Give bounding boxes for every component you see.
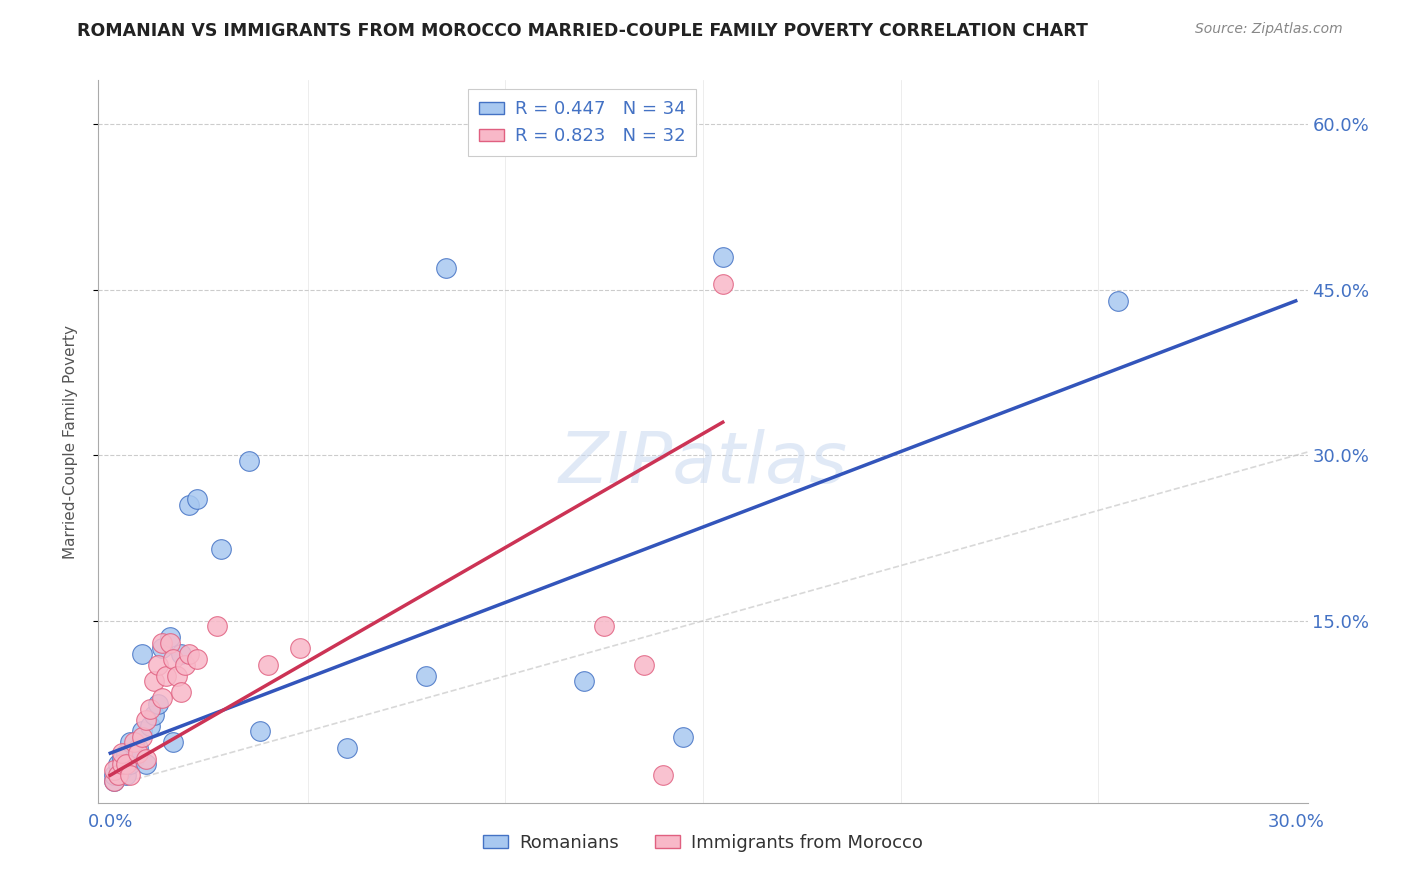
Point: [593, 619, 616, 633]
Point: [131, 724, 153, 739]
Point: [127, 746, 149, 760]
Text: Source: ZipAtlas.com: Source: ZipAtlas.com: [1195, 22, 1343, 37]
Point: [139, 702, 162, 716]
Point: [118, 768, 141, 782]
Point: [1107, 293, 1129, 308]
Point: [115, 746, 138, 760]
Point: [107, 768, 129, 782]
Y-axis label: Married-Couple Family Poverty: Married-Couple Family Poverty: [63, 325, 77, 558]
Point: [434, 260, 457, 275]
Point: [186, 652, 208, 666]
Point: [107, 757, 129, 772]
Point: [162, 735, 184, 749]
Point: [209, 542, 232, 557]
Point: [146, 657, 169, 672]
Point: [288, 641, 311, 656]
Point: [150, 691, 173, 706]
Point: [122, 752, 145, 766]
Point: [118, 757, 141, 772]
Text: ROMANIAN VS IMMIGRANTS FROM MOROCCO MARRIED-COUPLE FAMILY POVERTY CORRELATION CH: ROMANIAN VS IMMIGRANTS FROM MOROCCO MARR…: [77, 22, 1088, 40]
Point: [103, 773, 125, 788]
Point: [415, 669, 437, 683]
Point: [155, 669, 177, 683]
Point: [115, 768, 138, 782]
Point: [111, 752, 134, 766]
Point: [135, 752, 157, 766]
Point: [150, 636, 173, 650]
Point: [652, 768, 675, 782]
Point: [179, 647, 201, 661]
Legend: Romanians, Immigrants from Morocco: Romanians, Immigrants from Morocco: [475, 826, 931, 859]
Point: [139, 718, 162, 732]
Point: [162, 652, 184, 666]
Point: [111, 757, 134, 772]
Point: [711, 250, 734, 264]
Point: [118, 735, 141, 749]
Point: [633, 657, 655, 672]
Point: [115, 757, 138, 772]
Point: [111, 763, 134, 777]
Point: [142, 707, 165, 722]
Point: [711, 277, 734, 292]
Point: [257, 657, 280, 672]
Point: [170, 685, 193, 699]
Point: [122, 735, 145, 749]
Point: [103, 768, 125, 782]
Point: [159, 631, 181, 645]
Point: [238, 454, 260, 468]
Point: [127, 740, 149, 755]
Point: [103, 773, 125, 788]
Point: [336, 740, 359, 755]
Point: [111, 746, 134, 760]
Point: [131, 730, 153, 744]
Point: [205, 619, 228, 633]
Point: [150, 641, 173, 656]
Point: [174, 657, 197, 672]
Point: [135, 713, 157, 727]
Point: [574, 674, 596, 689]
Point: [170, 647, 193, 661]
Point: [146, 697, 169, 711]
Point: [672, 730, 695, 744]
Text: ZIPatlas: ZIPatlas: [558, 429, 848, 498]
Point: [107, 768, 129, 782]
Point: [135, 757, 157, 772]
Point: [131, 647, 153, 661]
Point: [186, 492, 208, 507]
Point: [103, 763, 125, 777]
Point: [179, 498, 201, 512]
Point: [142, 674, 165, 689]
Point: [166, 669, 188, 683]
Point: [249, 724, 271, 739]
Point: [159, 636, 181, 650]
